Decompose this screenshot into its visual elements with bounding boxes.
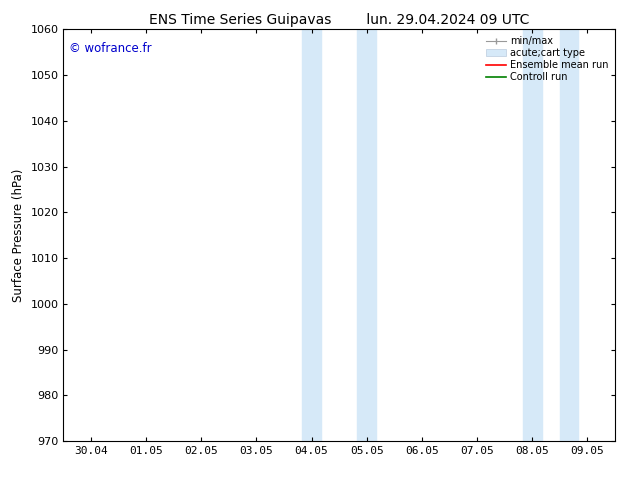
Text: © wofrance.fr: © wofrance.fr bbox=[69, 42, 152, 55]
Bar bbox=[358, 29, 376, 441]
Bar bbox=[560, 29, 578, 441]
Bar bbox=[523, 29, 541, 441]
Title: ENS Time Series Guipavas        lun. 29.04.2024 09 UTC: ENS Time Series Guipavas lun. 29.04.2024… bbox=[149, 13, 529, 27]
Legend: min/max, acute;cart type, Ensemble mean run, Controll run: min/max, acute;cart type, Ensemble mean … bbox=[484, 34, 610, 84]
Bar bbox=[302, 29, 321, 441]
Y-axis label: Surface Pressure (hPa): Surface Pressure (hPa) bbox=[12, 169, 25, 302]
